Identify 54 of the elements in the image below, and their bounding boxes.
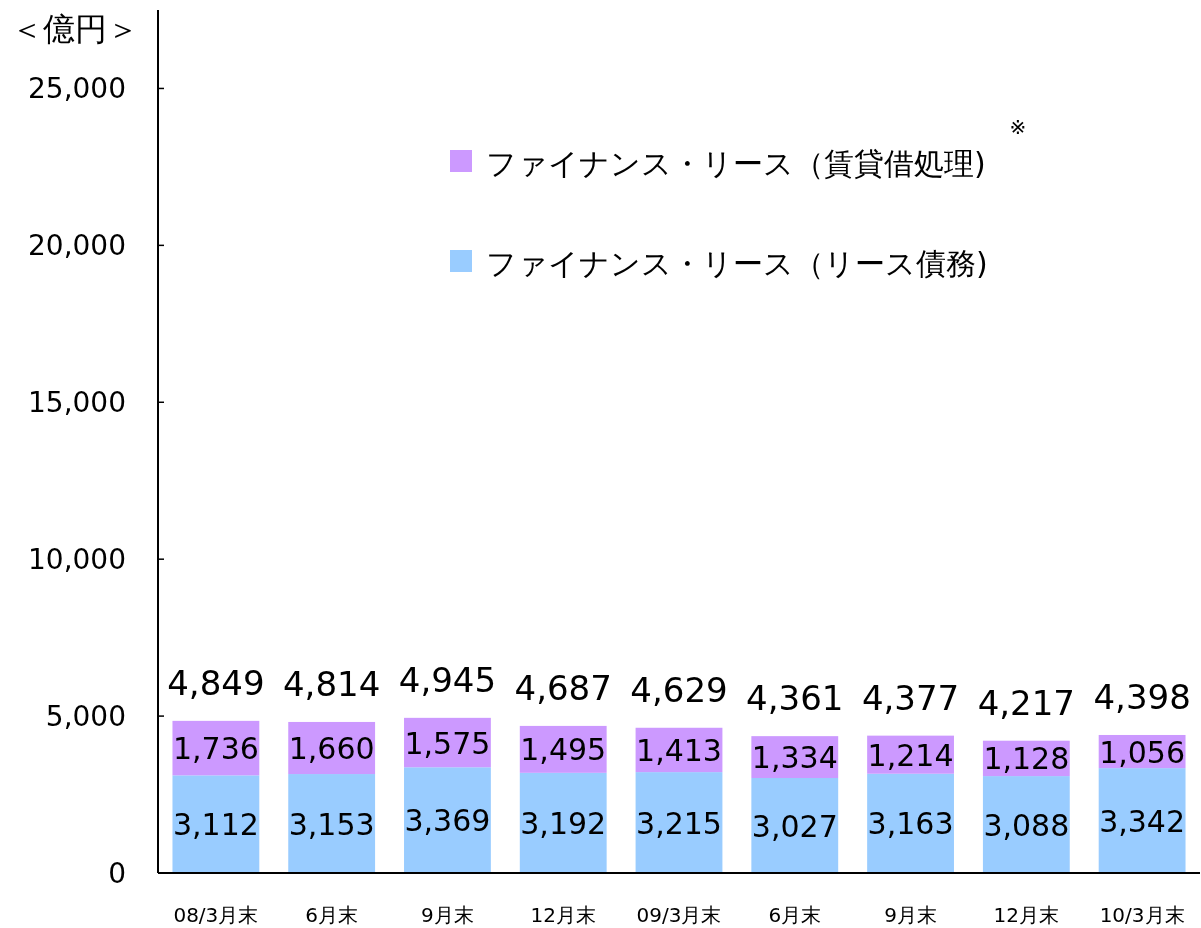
legend-label: ファイナンス・リース（リース債務): [486, 246, 988, 281]
total-label: 4,849: [167, 662, 265, 703]
data-label: 1,413: [636, 732, 722, 768]
total-label: 4,687: [514, 667, 612, 708]
data-label: 1,214: [867, 737, 954, 773]
data-label: 3,088: [983, 807, 1070, 843]
data-label: 1,334: [751, 740, 838, 776]
annotation: ※: [1009, 115, 1027, 139]
data-label: 3,112: [172, 807, 259, 843]
x-tick-label: 9月末: [884, 903, 937, 927]
bar: [751, 778, 839, 873]
y-tick-label: 20,000: [28, 229, 126, 263]
total-label: 4,945: [398, 659, 497, 700]
x-tick-label: 9月末: [421, 903, 474, 927]
y-tick-label: 10,000: [28, 543, 126, 577]
data-label: 3,153: [288, 806, 375, 842]
legend-label: ファイナンス・リース（賃貸借処理): [486, 146, 986, 181]
bar: [635, 772, 723, 873]
y-tick-label: 5,000: [45, 700, 126, 734]
data-label: 3,342: [1099, 803, 1186, 839]
x-tick-label: 08/3月末: [173, 903, 259, 927]
y-tick-label: 15,000: [28, 386, 126, 420]
x-tick-label: 12月末: [993, 903, 1060, 927]
total-label: 4,629: [630, 669, 728, 710]
bar: [1098, 768, 1186, 873]
y-axis-title: ＜億円＞: [11, 10, 139, 48]
bar: [519, 772, 607, 873]
data-label: 3,027: [751, 808, 838, 844]
x-tick-label: 6月末: [305, 903, 359, 927]
x-tick-label: 12月末: [530, 903, 596, 927]
bar: [404, 767, 491, 873]
x-tick-label: 09/3月末: [636, 903, 722, 927]
data-label: 1,128: [983, 741, 1070, 777]
data-label: 1,660: [288, 731, 375, 767]
data-label: 1,495: [520, 732, 607, 768]
data-label: 1,736: [172, 731, 259, 767]
data-label: 3,192: [520, 805, 607, 841]
bar: [867, 773, 954, 873]
data-label: 3,215: [636, 805, 722, 841]
data-label: 3,369: [404, 803, 491, 839]
total-label: 4,377: [861, 677, 960, 718]
data-label: 1,056: [1099, 734, 1186, 770]
total-label: 4,217: [977, 682, 1076, 723]
data-label: 3,163: [867, 806, 954, 842]
total-label: 4,398: [1093, 676, 1191, 717]
y-tick-label: 0: [108, 857, 126, 890]
x-tick-label: 6月末: [768, 903, 822, 927]
total-label: 4,361: [746, 678, 844, 719]
data-label: 1,575: [404, 725, 491, 761]
bar: [172, 775, 260, 873]
bar: [288, 774, 376, 873]
y-tick-label: 25,000: [28, 72, 126, 106]
x-tick-label: 10/3月末: [1099, 903, 1185, 927]
total-label: 4,814: [282, 663, 381, 704]
